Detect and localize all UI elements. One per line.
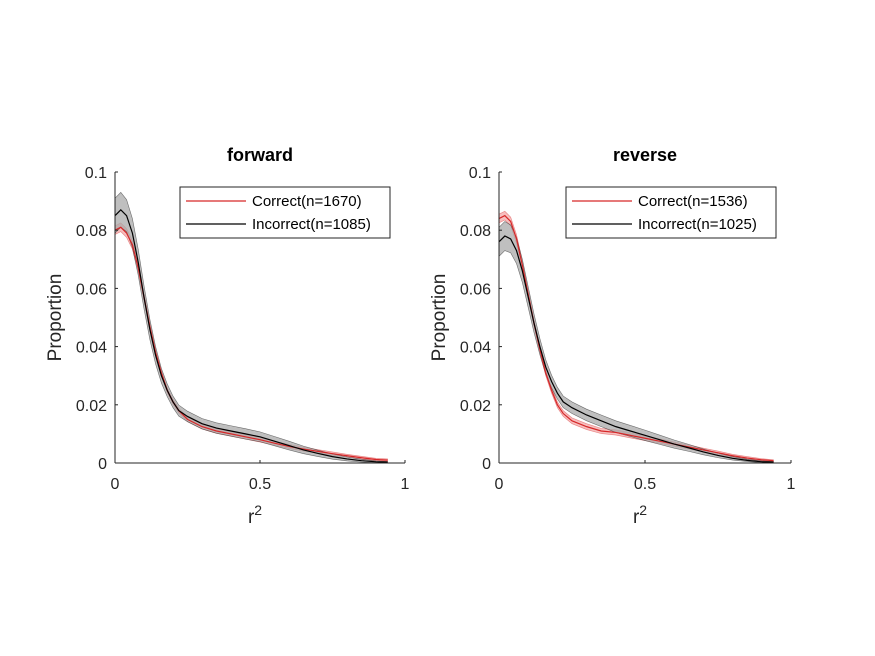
y-tick-label: 0 xyxy=(482,456,491,473)
x-tick-label: 0 xyxy=(495,476,504,493)
x-tick-label: 1 xyxy=(401,476,410,493)
x-tick-label: 0 xyxy=(111,476,120,493)
legend-label-correct: Correct(n=1536) xyxy=(638,193,748,210)
x-axis-label: r2 xyxy=(248,502,262,528)
confidence-band-correct xyxy=(114,222,388,462)
y-tick-label: 0.06 xyxy=(460,281,491,298)
chart-title: forward xyxy=(227,145,293,165)
chart-title: reverse xyxy=(613,145,677,165)
legend: Correct(n=1670) Incorrect(n=1085) xyxy=(179,186,391,239)
y-tick-label: 0.08 xyxy=(76,223,107,240)
legend-box xyxy=(179,186,391,239)
y-tick-label: 0.1 xyxy=(85,165,107,182)
series-line-incorrect xyxy=(498,235,774,463)
y-tick-label: 0.06 xyxy=(76,281,107,298)
y-axis-label: Proportion xyxy=(45,274,66,362)
confidence-band-correct xyxy=(498,210,774,462)
chart-panel-forward: 0 0.02 0.04 0.06 0.08 0.1 0 0.5 1 forward r2 Propor… xyxy=(45,145,410,528)
x-axis-label: r2 xyxy=(633,502,647,528)
series-line-correct xyxy=(114,226,388,461)
y-tick-label: 0.02 xyxy=(76,398,107,415)
legend-label-incorrect: Incorrect(n=1085) xyxy=(252,216,371,233)
series-line-incorrect xyxy=(114,208,388,463)
x-tick-label: 0.5 xyxy=(249,476,271,493)
legend-label-correct: Correct(n=1670) xyxy=(252,193,362,210)
legend: Correct(n=1536) Incorrect(n=1025) xyxy=(565,186,777,239)
confidence-band-incorrect xyxy=(498,221,774,464)
y-tick-label: 0.08 xyxy=(460,223,491,240)
y-tick-label: 0.1 xyxy=(469,165,491,182)
y-axis-label: Proportion xyxy=(429,274,450,362)
y-tick-label: 0 xyxy=(98,456,107,473)
chart-panel-reverse: 0 0.02 0.04 0.06 0.08 0.1 0 0.5 1 reverse r2 Propor… xyxy=(429,145,796,528)
y-tick-label: 0.04 xyxy=(76,340,107,357)
legend-label-incorrect: Incorrect(n=1025) xyxy=(638,216,757,233)
x-tick-label: 0.5 xyxy=(634,476,656,493)
x-tick-label: 1 xyxy=(787,476,796,493)
legend-box xyxy=(565,186,777,239)
series-line-correct xyxy=(498,214,774,462)
y-tick-label: 0.02 xyxy=(460,398,491,415)
y-tick-label: 0.04 xyxy=(460,340,491,357)
